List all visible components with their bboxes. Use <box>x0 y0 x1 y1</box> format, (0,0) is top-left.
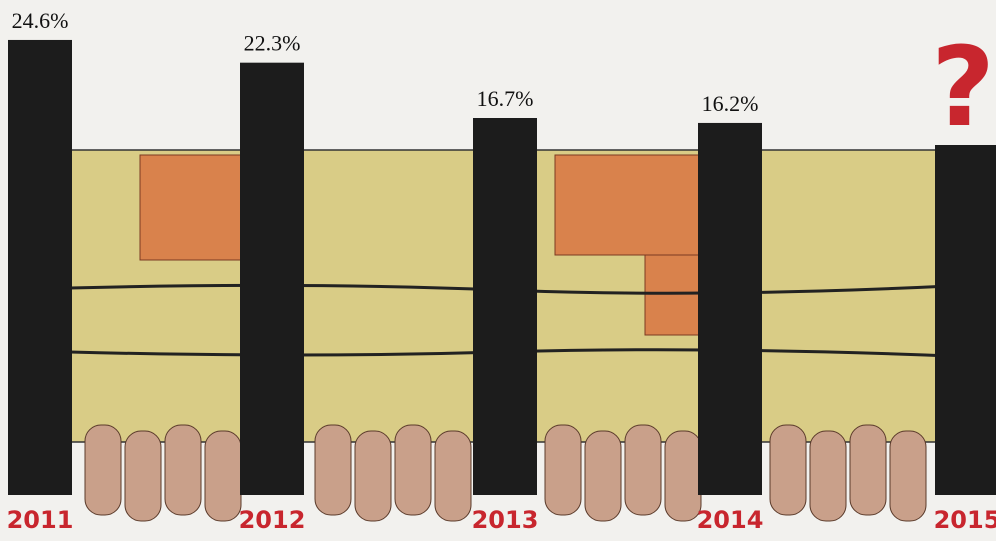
finger <box>314 424 352 516</box>
finger <box>809 430 847 522</box>
finger <box>164 424 202 516</box>
bar <box>473 118 537 495</box>
finger <box>354 430 392 522</box>
finger <box>204 430 242 522</box>
x-tick-label: 2011 <box>7 506 74 534</box>
value-label: ? <box>931 23 995 151</box>
value-label: 16.2% <box>702 91 759 116</box>
finger <box>124 430 162 522</box>
finger <box>849 424 887 516</box>
finger <box>769 424 807 516</box>
finger <box>544 424 582 516</box>
finger <box>584 430 622 522</box>
x-tick-label: 2013 <box>472 506 539 534</box>
bar <box>698 122 762 495</box>
finger <box>434 430 472 522</box>
bar <box>240 62 304 496</box>
x-tick-label: 2012 <box>239 506 306 534</box>
finger <box>889 430 927 522</box>
finger <box>664 430 702 522</box>
value-label: 24.6% <box>12 8 69 33</box>
finger <box>394 424 432 516</box>
value-label: 16.7% <box>477 86 534 111</box>
finger <box>84 424 122 516</box>
x-tick-label: 2015 <box>934 506 996 534</box>
x-tick-label: 2014 <box>697 506 764 534</box>
bar <box>8 39 72 496</box>
bricks <box>139 154 701 336</box>
finger <box>624 424 662 516</box>
hands <box>84 424 927 522</box>
value-label: 22.3% <box>244 31 301 56</box>
bar-unknown <box>935 145 996 495</box>
